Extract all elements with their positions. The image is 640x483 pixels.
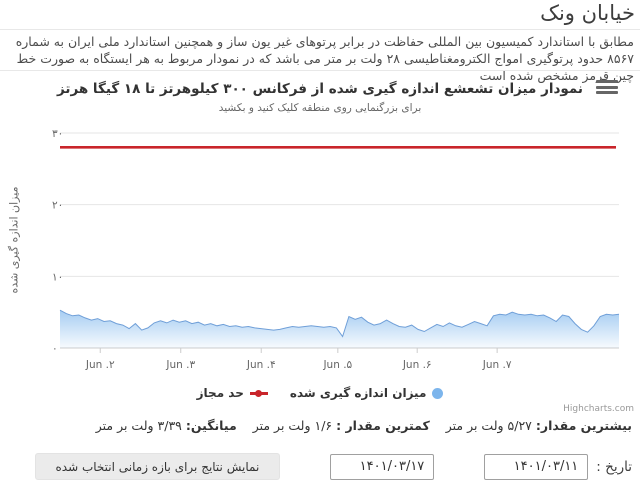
divider — [0, 29, 640, 30]
legend-label: میزان اندازه گیری شده — [289, 386, 427, 400]
date-range-controls: تاریخ : نمایش نتایج برای بازه زمانی انتخ… — [0, 453, 632, 480]
legend-item-measured[interactable]: میزان اندازه گیری شده — [290, 386, 444, 400]
stat-min: کمترین مقدار : ۱/۶ ولت بر متر — [252, 418, 430, 433]
legend-label: حد مجاز — [196, 386, 244, 400]
highcharts-credits-link[interactable]: Highcharts.com — [563, 404, 634, 414]
hamburger-icon — [596, 91, 618, 94]
date-from-input[interactable] — [484, 453, 589, 480]
svg-text:۲. Jun: ۲. Jun — [85, 359, 115, 371]
date-to-input[interactable] — [330, 453, 435, 480]
date-label: تاریخ : — [596, 458, 632, 475]
svg-text:۵. Jun: ۵. Jun — [322, 359, 352, 371]
legend-item-limit[interactable]: حد مجاز — [197, 386, 268, 400]
svg-text:۰: ۰ — [52, 343, 58, 355]
standard-description: مطابق با استاندارد کمیسیون بین المللی حف… — [15, 34, 634, 83]
stat-mean: میانگین: ۳/۳۹ ولت بر متر — [95, 418, 237, 433]
svg-text:۳۰: ۳۰ — [52, 128, 63, 140]
hamburger-icon — [596, 80, 618, 83]
chart-context-menu-button[interactable] — [596, 80, 618, 94]
chart-legend: میزان اندازه گیری شده حد مجاز — [0, 386, 640, 400]
svg-text:۴. Jun: ۴. Jun — [246, 359, 276, 371]
svg-text:۶. Jun: ۶. Jun — [402, 359, 432, 371]
stat-max: بیشترین مقدار: ۵/۲۷ ولت بر متر — [445, 418, 632, 433]
chart-title: نمودار میزان تشعشع اندازه گیری شده از فر… — [56, 81, 583, 97]
measured-series-marker-icon — [432, 387, 444, 399]
limit-line-marker-icon — [249, 388, 268, 399]
chart-subtitle: برای بزرگنمایی روی منطقه کلیک کنید و بکش… — [218, 102, 422, 114]
svg-text:۲۰: ۲۰ — [52, 200, 63, 212]
svg-text:۳. Jun: ۳. Jun — [165, 359, 195, 371]
divider — [0, 70, 640, 71]
show-results-button[interactable]: نمایش نتایج برای بازه زمانی انتخاب شده — [34, 453, 281, 480]
stats-row: بیشترین مقدار: ۵/۲۷ ولت بر متر کمترین مقد… — [8, 418, 632, 433]
page-title: خیابان ونک — [540, 1, 635, 25]
y-axis-title: میزان اندازه گیری شده — [7, 186, 21, 294]
svg-text:۷. Jun: ۷. Jun — [482, 359, 512, 371]
svg-text:۱۰: ۱۰ — [52, 271, 63, 283]
hamburger-icon — [596, 85, 618, 89]
